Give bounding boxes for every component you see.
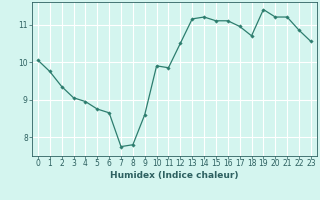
X-axis label: Humidex (Indice chaleur): Humidex (Indice chaleur) xyxy=(110,171,239,180)
